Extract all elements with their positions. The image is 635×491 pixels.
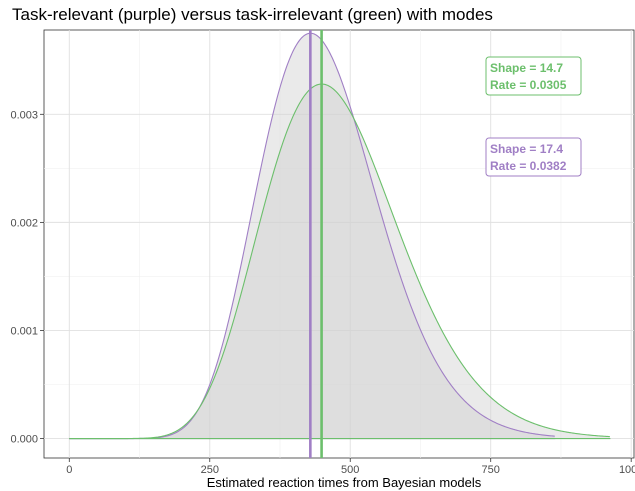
annotation-box-1: Shape = 17.4 Rate = 0.0382	[485, 137, 582, 177]
x-tick-label: 750	[482, 464, 500, 476]
plot-panel	[43, 29, 635, 459]
x-tick-label: 250	[201, 464, 219, 476]
parameter-annotations: Shape = 17.4 Rate = 0.0382 Shape = 14.7 Rat…	[485, 56, 582, 177]
y-axis: 0.000 0.001 0.002 0.003	[10, 109, 44, 446]
annotation-line-1-1: Shape = 17.4	[490, 142, 563, 156]
annotation-line-2-2: Rate = 0.0305	[490, 78, 567, 92]
density-curves	[69, 32, 611, 440]
density-area-1	[69, 33, 555, 439]
x-tick-label: 500	[341, 464, 359, 476]
annotation-frame-1	[485, 137, 582, 177]
density-areas	[69, 33, 610, 439]
x-tick-label: 0	[66, 464, 72, 476]
density-curve-2	[69, 83, 610, 440]
annotation-frame-2	[485, 56, 582, 96]
annotation-line-2-1: Shape = 14.7	[490, 61, 563, 75]
y-tick-label: 0.000	[10, 434, 38, 446]
annotation-line-1-2: Rate = 0.0382	[490, 159, 567, 173]
y-tick-label: 0.002	[10, 217, 38, 229]
y-tick-label: 0.003	[10, 109, 38, 121]
chart-title: Task-relevant (purple) versus task-irrel…	[12, 5, 493, 24]
x-axis-title: Estimated reaction times from Bayesian m…	[207, 475, 482, 490]
mode-lines	[309, 30, 323, 458]
annotation-box-2: Shape = 14.7 Rate = 0.0305	[485, 56, 582, 96]
y-tick-label: 0.001	[10, 325, 38, 337]
density-area-2	[69, 84, 610, 439]
